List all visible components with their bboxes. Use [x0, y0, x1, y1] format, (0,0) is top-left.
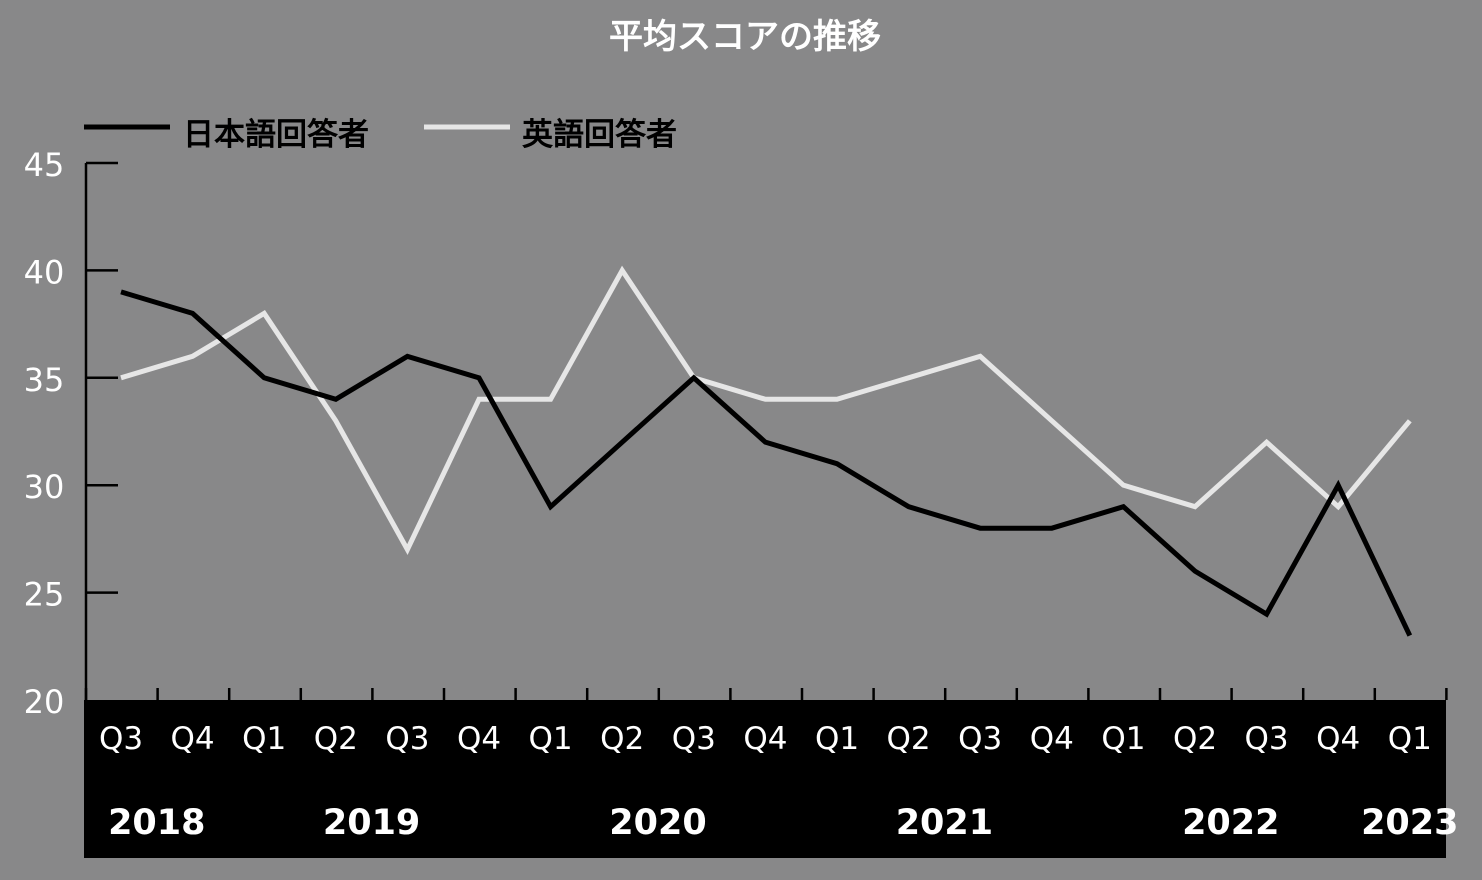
x-tick-label: Q3: [99, 721, 143, 757]
y-tick-label: 25: [24, 576, 65, 614]
y-tick-label: 20: [24, 683, 65, 721]
y-tick-label: 40: [24, 253, 65, 291]
y-tick-label: 45: [24, 146, 65, 184]
x-tick-label: Q2: [600, 721, 644, 757]
year-label: 2022: [1182, 803, 1279, 843]
series-line-0: [120, 289, 1413, 637]
y-tick-label: 35: [24, 361, 65, 399]
x-tick-label: Q4: [457, 721, 501, 757]
legend-label-0: 日本語回答者: [183, 117, 369, 153]
year-label: 2020: [609, 803, 706, 843]
x-tick-label: Q1: [242, 721, 286, 757]
x-tick-label: Q1: [1101, 721, 1145, 757]
series-layer: [120, 265, 1413, 637]
year-label: 2021: [896, 803, 993, 843]
chart-title: 平均スコアの推移: [609, 17, 881, 57]
series-line-1: [120, 265, 1412, 556]
year-label: 2023: [1361, 803, 1458, 843]
x-tick-label: Q4: [1030, 721, 1074, 757]
x-tick-label: Q4: [1316, 721, 1360, 757]
x-tick-label: Q4: [743, 721, 787, 757]
y-tick-label: 30: [24, 468, 65, 506]
x-tick-label: Q3: [958, 721, 1002, 757]
legend: 日本語回答者 英語回答者: [84, 117, 677, 153]
x-tick-label: Q1: [1388, 721, 1432, 757]
x-tick-label: Q2: [314, 721, 358, 757]
legend-label-1: 英語回答者: [522, 117, 677, 153]
axes: 20 25 30 35 40 45 Q3 Q4 Q1 Q2 Q3 Q4 Q1 Q2 Q3 Q4 Q1 Q2 Q3 Q4…: [24, 146, 1459, 858]
year-label: 2018: [108, 803, 205, 843]
x-tick-label: Q3: [385, 721, 429, 757]
x-tick-label: Q2: [1173, 721, 1217, 757]
x-tick-label: Q1: [529, 721, 573, 757]
x-tick-label: Q2: [887, 721, 931, 757]
x-tick-label: Q1: [815, 721, 859, 757]
x-tick-label: Q4: [171, 721, 215, 757]
x-tick-label: Q3: [1245, 721, 1289, 757]
year-label: 2019: [323, 803, 420, 843]
x-tick-label: Q3: [672, 721, 716, 757]
x-axis-band: [84, 700, 1446, 858]
